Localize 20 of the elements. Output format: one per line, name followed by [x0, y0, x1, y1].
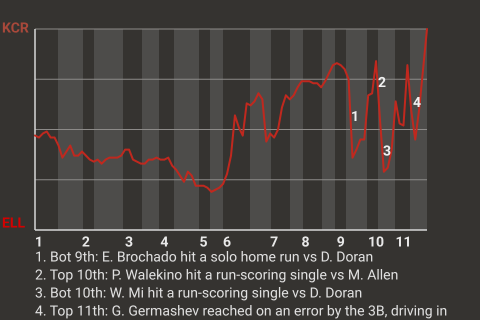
- text: 4. Top 11th: G. Germashev reached on an error by the 3B, driving in: [35, 304, 448, 320]
- x-tick-label: 8: [301, 234, 310, 251]
- annotation: 3: [382, 143, 392, 160]
- annotation: 2: [378, 74, 386, 91]
- annotation: 1: [350, 109, 360, 126]
- text: ELL: [2, 216, 26, 232]
- text: 1. Bot 9th: E. Brochado hit a solo home run vs D. Doran: [35, 250, 374, 266]
- x-tick-label: 11: [395, 234, 412, 251]
- x-tick-label: 4: [160, 234, 168, 251]
- text: KCR: [2, 20, 29, 37]
- text: 3. Bot 10th: W. Mi hit a run-scoring single vs D. Doran: [35, 286, 362, 302]
- x-tick-label: 1: [34, 234, 43, 251]
- x-tick-label: 3: [125, 234, 134, 251]
- x-tick-label: 6: [223, 234, 232, 251]
- x-tick-label: 5: [200, 234, 208, 251]
- x-tick-label: 9: [336, 234, 345, 251]
- x-tick-label: 2: [82, 234, 90, 251]
- x-tick-label: 7: [270, 234, 278, 251]
- text: 2. Top 10th: P. Walekino hit a run-scoring single vs M. Allen: [35, 268, 398, 284]
- x-tick-label: 10: [368, 234, 384, 251]
